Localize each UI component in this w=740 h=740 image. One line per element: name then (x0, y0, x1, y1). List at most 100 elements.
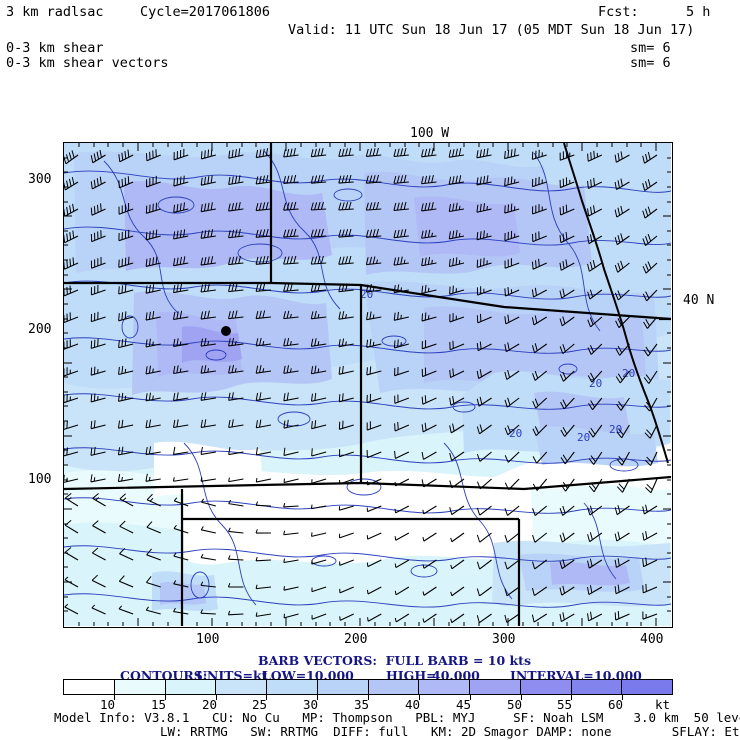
colorbar-swatch (419, 680, 470, 694)
colorbar-tick (571, 695, 572, 700)
x-tick-label-200: 200 (344, 632, 368, 647)
colorbar-tick-label: 50 (507, 697, 523, 712)
wind-barb (587, 232, 603, 245)
shear-fill-layer (64, 143, 671, 626)
wind-barb (559, 370, 575, 382)
colorbar-tick (216, 695, 217, 700)
wind-barb (90, 366, 106, 376)
wind-barb (200, 338, 216, 347)
legend-barb-line: BARB VECTORS: FULL BARB = 10 kts (258, 653, 531, 668)
wind-barb (504, 176, 520, 187)
wind-barb (477, 478, 492, 490)
wind-barb (283, 419, 299, 429)
wind-barb (145, 365, 161, 375)
wind-barb (173, 419, 189, 429)
wind-barb (532, 204, 547, 215)
wind-barb (172, 446, 189, 455)
colorbar-tick (114, 695, 115, 700)
wind-barb (339, 586, 354, 594)
wind-barb (255, 529, 272, 534)
wind-barb (338, 174, 354, 184)
wind-barb (394, 532, 410, 541)
y-tick-label-300: 300 (28, 172, 52, 187)
wind-barb (476, 559, 492, 570)
wind-barb (228, 310, 244, 320)
wind-barb (145, 392, 161, 402)
wind-barb (394, 366, 410, 377)
wind-barb (587, 505, 603, 516)
wind-barb (421, 256, 437, 267)
colorbar[interactable] (63, 679, 673, 695)
colorbar-swatch (317, 680, 369, 694)
wind-barb (642, 233, 658, 247)
wind-barb (449, 368, 465, 379)
wind-barb (228, 419, 244, 429)
wind-barb (255, 283, 272, 292)
wind-barb (255, 175, 272, 185)
map-right-lat-label: 40 N (683, 293, 715, 308)
wind-barb (643, 343, 658, 357)
header-field-1: 0-3 km shear (6, 40, 104, 56)
wind-barb (421, 367, 437, 378)
colorbar-swatch (368, 680, 420, 694)
wind-barb (200, 477, 216, 482)
wind-barb (283, 174, 299, 185)
colorbar-swatch (64, 680, 115, 694)
wind-barb (227, 610, 244, 616)
wind-barb (421, 148, 437, 158)
map-canvas: 20 20 20 20 20 20 (64, 143, 671, 626)
wind-barb (145, 338, 161, 348)
wind-barb (338, 255, 354, 265)
wind-barb (200, 256, 216, 266)
wind-barb (64, 257, 79, 270)
wind-barb (504, 230, 520, 242)
wind-barb (365, 284, 382, 293)
colorbar-swatch (571, 680, 623, 694)
wind-barb (643, 316, 658, 329)
wind-barb (118, 256, 134, 268)
wind-barb (531, 559, 548, 570)
wind-barb (394, 613, 410, 623)
colorbar-ticks (63, 695, 673, 705)
wind-barb (283, 365, 299, 374)
station-point-marker[interactable] (221, 326, 231, 336)
wind-barb (366, 393, 382, 404)
header-sm-1: sm= 6 (630, 40, 671, 56)
map-plot-area[interactable]: 20 20 20 20 20 20 (63, 142, 673, 628)
wind-barb (394, 421, 410, 432)
wind-barb (117, 473, 134, 483)
wind-barb (339, 478, 354, 485)
wind-barb (64, 393, 79, 404)
colorbar-swatch (267, 680, 318, 694)
wind-barb (559, 505, 575, 516)
wind-barb (365, 201, 382, 211)
y-tick-label-100: 100 (28, 472, 52, 487)
wind-barb (476, 532, 492, 543)
wind-barb (255, 201, 272, 212)
wind-barb (504, 532, 520, 543)
colorbar-tick (419, 695, 420, 700)
wind-barb (449, 313, 465, 323)
wind-barb (394, 450, 410, 460)
wind-barb (614, 233, 630, 246)
wind-barb (587, 177, 603, 190)
wind-barb (91, 547, 106, 561)
wind-barb (366, 505, 382, 513)
wind-barb (450, 532, 465, 543)
wind-barb (588, 478, 603, 493)
wind-barb (476, 148, 492, 159)
wind-barb (642, 531, 658, 541)
wind-barb (504, 586, 520, 597)
wind-barb (449, 395, 465, 406)
wind-barb (64, 576, 79, 588)
wind-barb (449, 340, 465, 351)
wind-barb (531, 176, 547, 188)
wind-barb (119, 493, 134, 507)
wind-barb (393, 201, 409, 211)
wind-barb (90, 176, 106, 190)
wind-barb (476, 203, 492, 213)
colorbar-tick-label: 35 (354, 697, 370, 712)
wind-barb (504, 258, 520, 269)
contour-label: 20 (609, 423, 622, 436)
wind-barb (504, 287, 520, 297)
